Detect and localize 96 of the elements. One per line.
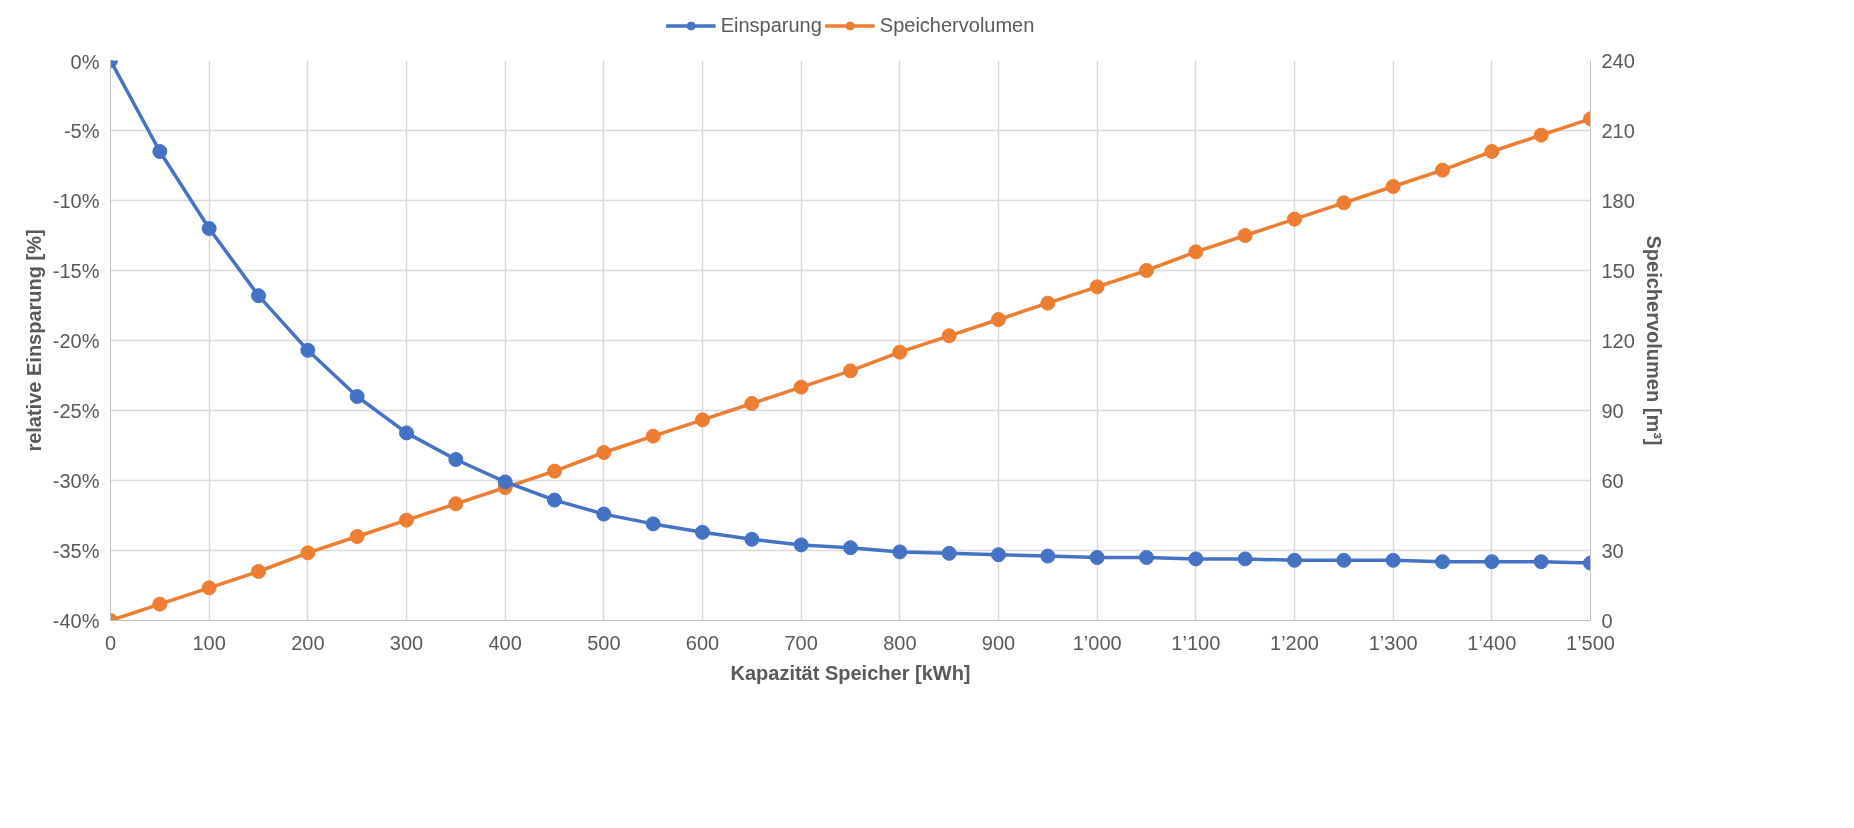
point [547, 463, 562, 479]
point [843, 540, 858, 556]
point [1089, 279, 1105, 295]
x-tick-label: 200 [291, 631, 325, 654]
y2-tick-label: 30 [1601, 539, 1624, 562]
point [1336, 195, 1352, 211]
y-tick-label: -25% [52, 399, 100, 422]
point [349, 529, 365, 544]
legend-label: Speichervolumen [879, 13, 1035, 37]
point [300, 342, 316, 358]
y-tick-label: -30% [52, 469, 100, 492]
y2-tick-label: 210 [1601, 119, 1635, 142]
y-tick-label: -35% [52, 539, 100, 562]
y-tick-label: 0% [70, 50, 100, 73]
x-tick-label: 0 [104, 631, 117, 654]
x-tick-label: 1’500 [1566, 631, 1615, 654]
x-tick-label: 800 [883, 631, 917, 654]
point [547, 492, 562, 508]
point [596, 506, 612, 522]
point [695, 412, 710, 428]
y2-tick-label: 60 [1601, 469, 1624, 492]
y-axis-title: relative Einsparung [%] [22, 229, 45, 452]
x-tick-label: 1’300 [1368, 631, 1418, 654]
point [1089, 550, 1105, 565]
point [1139, 263, 1154, 278]
point [1533, 127, 1549, 143]
y2-tick-label: 240 [1601, 49, 1635, 72]
point [892, 344, 908, 360]
x-tick-label: 1’000 [1072, 631, 1122, 654]
point [1040, 295, 1056, 311]
point [399, 512, 414, 528]
point [448, 452, 464, 467]
point [201, 221, 217, 236]
x-tick-label: 300 [389, 631, 424, 654]
x-tick-label: 600 [685, 631, 720, 654]
point [596, 445, 612, 460]
y-tick-label: -20% [52, 329, 100, 352]
x-tick-label: 900 [981, 631, 1016, 654]
point [1336, 552, 1352, 568]
y2-tick-label: 180 [1601, 189, 1635, 212]
point [1287, 211, 1302, 227]
point [1139, 550, 1154, 565]
y2-tick-label: 0 [1601, 609, 1613, 632]
point [645, 516, 661, 532]
x-tick-label: 1’400 [1467, 631, 1517, 654]
point [1435, 554, 1450, 570]
y2-tick-label: 120 [1601, 329, 1635, 352]
point [448, 496, 464, 512]
point [941, 545, 957, 561]
point [349, 389, 365, 404]
x-axis-title: Kapazität Speicher [kWh] [730, 661, 971, 684]
y-tick-label: -10% [52, 189, 100, 212]
point [991, 312, 1006, 327]
point [645, 428, 661, 444]
point [1287, 552, 1302, 568]
y-tick-label: -15% [52, 259, 100, 282]
point [1040, 548, 1056, 564]
y2-tick-label: 90 [1601, 399, 1624, 422]
point [152, 596, 168, 612]
point [1237, 551, 1253, 567]
point [793, 537, 809, 553]
point [1188, 244, 1204, 260]
point [1435, 162, 1450, 178]
point [251, 288, 266, 304]
point [1533, 554, 1549, 570]
x-tick-label: 100 [192, 631, 226, 654]
point [1188, 551, 1204, 567]
y2-tick-label: 150 [1601, 259, 1635, 282]
point [892, 544, 908, 560]
point [793, 379, 809, 395]
x-tick-label: 700 [784, 631, 818, 654]
point [1484, 144, 1500, 159]
point [1385, 552, 1401, 568]
y-tick-label: -5% [63, 119, 100, 142]
x-tick-label: 1’100 [1171, 631, 1221, 654]
point [201, 580, 217, 596]
point [399, 425, 414, 441]
point [300, 545, 316, 561]
point [251, 564, 266, 579]
legend-label: Einsparung [720, 13, 822, 37]
point [843, 363, 858, 379]
point [497, 474, 513, 490]
point [744, 396, 760, 411]
y-tick-label: -40% [52, 609, 100, 632]
x-tick-label: 1’200 [1270, 631, 1319, 654]
x-tick-label: 500 [587, 631, 621, 654]
point [695, 524, 710, 540]
point [1237, 228, 1253, 243]
x-tick-label: 400 [488, 631, 522, 654]
point [744, 531, 760, 547]
point [991, 547, 1006, 563]
point [941, 328, 957, 344]
y2-axis-title: Speichervolumen [m³] [1642, 235, 1665, 446]
point [1385, 179, 1401, 194]
point [1484, 554, 1500, 570]
point [152, 144, 168, 159]
